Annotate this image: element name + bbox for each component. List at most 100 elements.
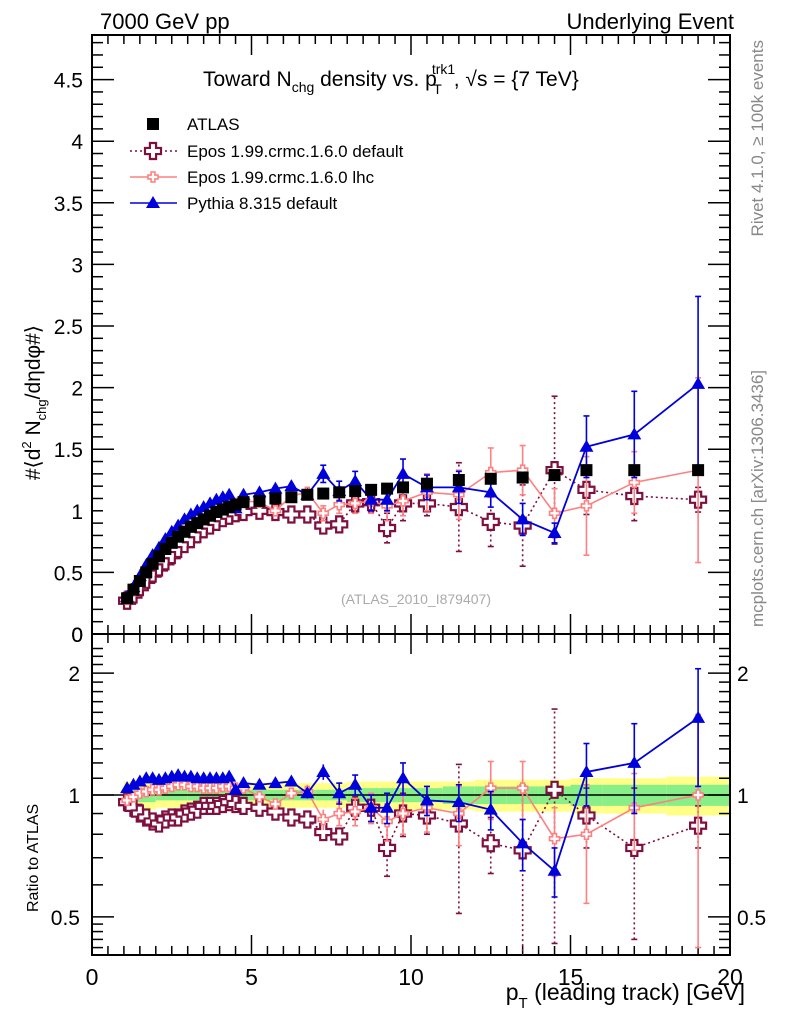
epos-default-point	[250, 798, 269, 817]
pythia-point	[268, 481, 283, 494]
ratio-y-tick-label: 2	[68, 663, 80, 686]
legend-item: Epos 1.99.crmc.1.6.0 default	[130, 141, 404, 161]
pythia-point	[364, 800, 379, 813]
epos-default-point	[282, 808, 301, 827]
pythia-point	[451, 795, 466, 808]
pythia-point	[126, 777, 141, 790]
pythia-point	[396, 466, 411, 479]
epos-lhc-point	[516, 782, 529, 794]
epos-default-point	[298, 505, 317, 524]
y-tick-label: 3	[71, 254, 83, 277]
epos-default-point	[377, 518, 397, 538]
atlas-point	[365, 483, 378, 496]
ratio-series-epos-1-99-crmc-1-6-0-default	[117, 708, 708, 955]
ratio-series-pythia-8-315-default	[120, 667, 706, 898]
epos-default-point	[314, 516, 333, 535]
ratio-series	[117, 667, 708, 955]
pythia-point	[380, 800, 395, 813]
epos-default-point	[234, 796, 253, 815]
pythia-point	[203, 496, 218, 509]
pythia-point	[451, 480, 466, 493]
epos-lhc-point	[628, 476, 641, 489]
epos-default-point	[250, 501, 269, 520]
epos-default-point	[143, 141, 163, 161]
legend-label: Epos 1.99.crmc.1.6.0 default	[187, 142, 404, 161]
ratio-series-epos-1-99-crmc-1-6-0-lhc	[121, 713, 704, 949]
epos-default-point	[377, 838, 397, 858]
x-tick-label: 10	[398, 964, 424, 990]
atlas-point	[381, 482, 394, 495]
series-line	[126, 383, 699, 598]
legend-label: Epos 1.99.crmc.1.6.0 lhc	[187, 168, 375, 187]
pythia-point	[190, 503, 205, 516]
epos-lhc-point	[191, 780, 204, 793]
pythia-point	[316, 466, 331, 479]
main-ylabel: #⟨d2 Nchg/dηdφ#⟩	[19, 325, 49, 480]
epos-lhc-point	[317, 813, 330, 826]
ratio-y-tick-label: 1	[68, 785, 80, 808]
legend-item: Pythia 8.315 default	[130, 194, 338, 213]
pythia-point	[691, 710, 706, 723]
main-plot: 0 0.5 1 1.5 2 2.5 3 3.5 4 4.5	[54, 34, 731, 647]
atlas-point	[692, 464, 705, 477]
atlas-point	[548, 469, 561, 482]
epos-lhc-point	[580, 828, 593, 841]
epos-default-point	[481, 512, 500, 531]
epos-lhc-point	[397, 807, 409, 820]
epos-default-point	[282, 505, 301, 524]
epos-lhc-point	[269, 505, 282, 517]
legend-item: ATLAS	[147, 115, 240, 134]
atlas-point	[253, 494, 266, 507]
mcplots-label: mcplots.cern.ch [arXiv:1306.3436]	[748, 370, 767, 627]
pythia-point	[627, 755, 642, 768]
pythia-point	[132, 774, 147, 787]
x-tick-label: 15	[558, 964, 584, 990]
atlas-point	[147, 118, 159, 130]
epos-default-point	[314, 822, 333, 842]
pythia-point	[515, 836, 530, 849]
atlas-point	[397, 481, 410, 494]
pythia-point	[316, 764, 331, 777]
series-epos-1-99-crmc-1-6-0-lhc	[121, 376, 704, 606]
atlas-point	[210, 506, 223, 519]
atlas-point	[237, 496, 250, 509]
x-axis-label: pT (leading track) [GeV]	[506, 979, 745, 1012]
epos-lhc-point	[349, 805, 361, 818]
pythia-point	[236, 776, 251, 789]
y-tick-label: 4.5	[54, 70, 83, 93]
y-tick-label: 0	[71, 624, 83, 647]
atlas-point	[285, 491, 298, 504]
y-tick-label: 2	[71, 378, 83, 401]
pythia-point	[183, 507, 198, 520]
pythia-point	[146, 196, 160, 208]
atlas-point	[317, 487, 330, 500]
y-tick-label: 1	[71, 501, 83, 524]
ratio-plot: 0 5 10 15 200.5 0.51 12 20	[51, 624, 766, 990]
ratio-y-tick-label-right: 2	[737, 663, 749, 686]
x-tick-label: 20	[717, 964, 743, 990]
y-tick-label: 0.5	[54, 562, 83, 585]
epos-default-point	[266, 802, 285, 821]
pythia-point	[332, 786, 347, 799]
epos-default-point	[545, 780, 564, 799]
epos-lhc-point	[580, 500, 593, 512]
atlas-point	[628, 464, 641, 477]
epos-lhc-point	[548, 507, 561, 520]
epos-lhc-point	[178, 778, 191, 791]
y-tick-label: 2.5	[54, 316, 83, 339]
legend-label: ATLAS	[187, 115, 240, 134]
pythia-point	[120, 781, 135, 794]
series-pythia-8-315-default	[120, 295, 706, 603]
pythia-point	[579, 764, 594, 777]
y-tick-label: 1.5	[54, 439, 83, 462]
pythia-point	[348, 777, 363, 790]
epos-default-point	[298, 810, 317, 829]
pythia-point	[284, 479, 299, 492]
epos-lhc-point	[269, 798, 282, 810]
pythia-point	[252, 777, 267, 790]
atlas-point	[452, 474, 465, 486]
y-tick-label: 4	[71, 131, 83, 154]
y-tick-label: 3.5	[54, 193, 83, 216]
ratio-ylabel: Ratio to ATLAS	[25, 804, 42, 912]
